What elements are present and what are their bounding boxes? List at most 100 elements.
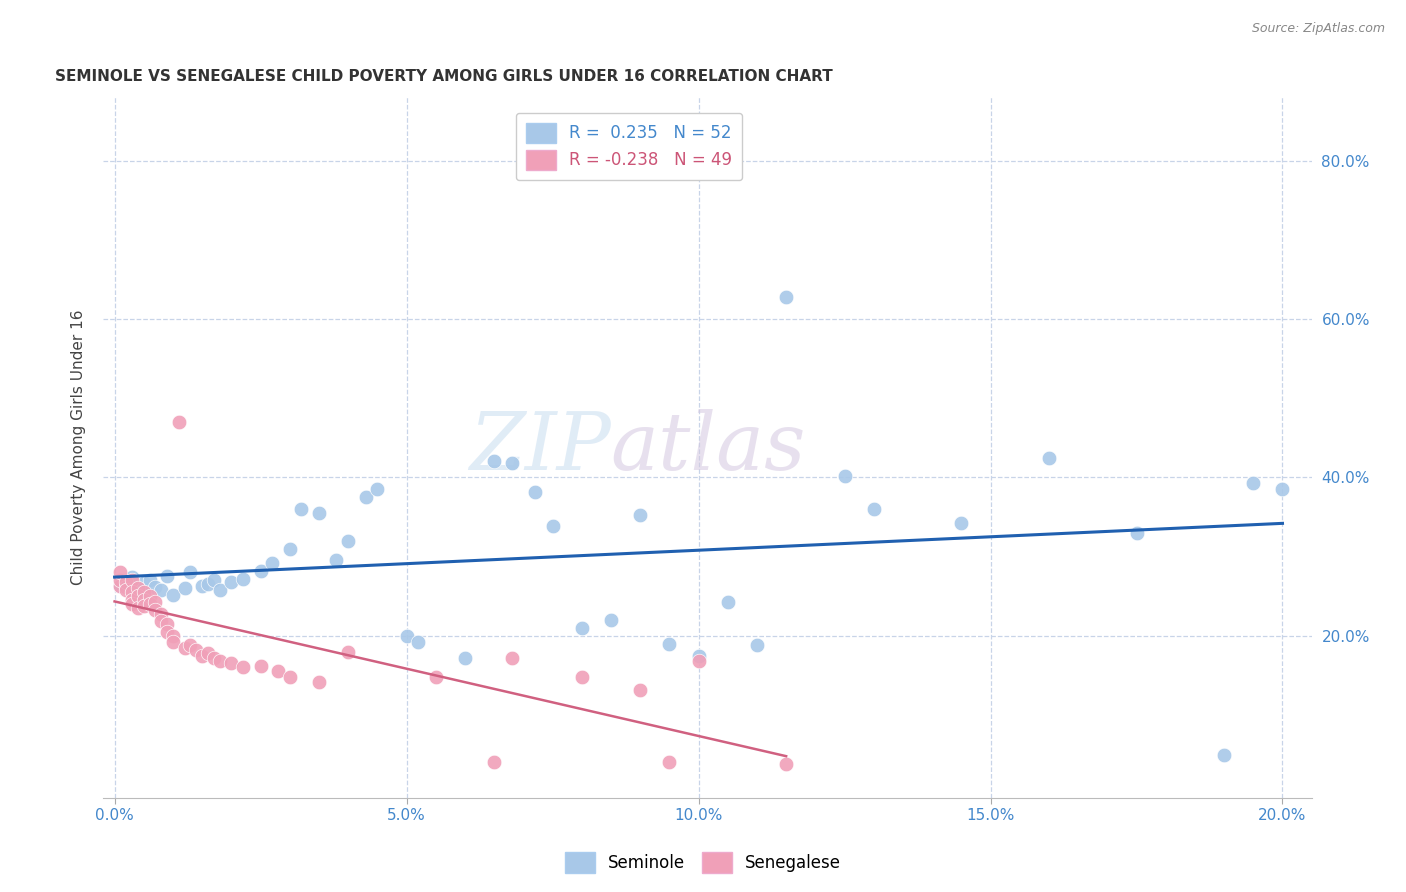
Point (232, 572, 254, 586)
Point (406, 635, 429, 649)
Point (110, 579, 132, 593)
Point (121, 570, 143, 584)
Point (127, 581, 149, 595)
Point (132, 576, 155, 591)
Point (325, 553, 347, 567)
Point (628, 682, 651, 697)
Point (121, 584, 143, 599)
Point (1241, 475, 1264, 490)
Point (145, 580, 167, 594)
Point (337, 644, 360, 658)
Point (121, 585, 143, 599)
Point (262, 556, 284, 570)
Point (162, 588, 184, 602)
Point (600, 613, 623, 627)
Point (208, 654, 231, 668)
Point (156, 569, 179, 583)
Point (541, 519, 564, 533)
Point (1213, 747, 1236, 762)
Text: atlas: atlas (610, 409, 806, 486)
Point (1038, 450, 1060, 465)
Point (132, 593, 155, 607)
Point (366, 482, 388, 496)
Point (688, 648, 710, 663)
Point (110, 579, 132, 593)
Point (454, 651, 477, 665)
Point (115, 574, 138, 589)
Point (202, 574, 225, 588)
Point (278, 670, 301, 684)
Point (156, 624, 179, 639)
Point (167, 415, 190, 429)
Point (132, 585, 155, 599)
Point (688, 654, 710, 668)
Point (482, 454, 505, 468)
Point (658, 637, 681, 651)
Point (162, 629, 184, 643)
Point (658, 756, 681, 770)
Point (232, 660, 254, 674)
Point (249, 564, 271, 578)
Text: ZIP: ZIP (468, 409, 610, 486)
Point (221, 574, 243, 589)
Point (834, 468, 856, 483)
Point (267, 665, 290, 679)
Point (290, 502, 312, 516)
Point (354, 490, 377, 504)
Point (249, 658, 271, 673)
Point (221, 657, 243, 671)
Point (1271, 482, 1294, 496)
Point (138, 597, 160, 611)
Point (121, 597, 143, 611)
Point (110, 574, 132, 588)
Point (145, 595, 167, 609)
Text: Source: ZipAtlas.com: Source: ZipAtlas.com (1251, 22, 1385, 36)
Point (115, 580, 138, 594)
Point (127, 581, 149, 595)
Point (150, 607, 173, 621)
Point (132, 599, 155, 613)
Point (191, 648, 214, 663)
Point (173, 640, 195, 655)
Point (156, 616, 179, 631)
Point (950, 516, 973, 531)
Point (524, 484, 547, 499)
Point (173, 581, 195, 595)
Legend: Seminole, Senegalese: Seminole, Senegalese (558, 846, 848, 880)
Point (337, 533, 360, 548)
Point (775, 290, 797, 304)
Point (501, 651, 523, 665)
Point (127, 589, 149, 603)
Point (179, 638, 201, 652)
Point (186, 643, 208, 657)
Point (571, 621, 593, 635)
Point (132, 585, 155, 599)
Legend: R =  0.235   N = 52, R = -0.238   N = 49: R = 0.235 N = 52, R = -0.238 N = 49 (516, 112, 742, 180)
Point (197, 646, 219, 660)
Point (628, 508, 651, 523)
Point (191, 579, 214, 593)
Text: SEMINOLE VS SENEGALESE CHILD POVERTY AMONG GIRLS UNDER 16 CORRELATION CHART: SEMINOLE VS SENEGALESE CHILD POVERTY AMO… (55, 69, 832, 84)
Point (179, 566, 201, 580)
Point (115, 582, 138, 597)
Point (138, 589, 160, 603)
Point (482, 756, 505, 770)
Point (208, 582, 231, 597)
Point (115, 574, 138, 588)
Point (501, 456, 523, 470)
Y-axis label: Child Poverty Among Girls Under 16: Child Poverty Among Girls Under 16 (72, 310, 86, 585)
Point (571, 670, 593, 684)
Point (145, 603, 167, 617)
Point (121, 593, 143, 607)
Point (1125, 525, 1147, 540)
Point (150, 615, 173, 629)
Point (197, 577, 219, 591)
Point (308, 506, 330, 520)
Point (127, 601, 149, 615)
Point (308, 674, 330, 689)
Point (745, 638, 768, 652)
Point (395, 629, 418, 643)
Point (150, 582, 173, 597)
Point (775, 757, 797, 772)
Point (717, 595, 740, 609)
